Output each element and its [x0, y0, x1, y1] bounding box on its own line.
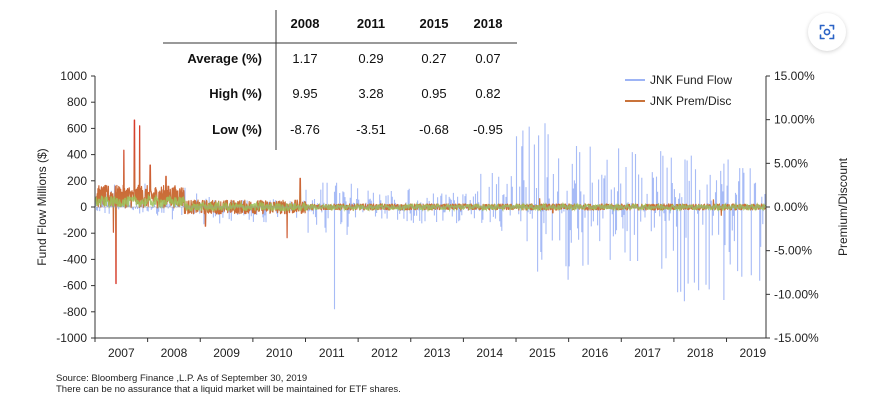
right-tick-label: -5.00% — [774, 244, 812, 258]
legend-label-prem-disc: JNK Prem/Disc — [650, 94, 731, 108]
table-row-label: Average (%) — [187, 51, 262, 66]
table-year-header: 2018 — [474, 16, 503, 31]
table-row-label: High (%) — [209, 86, 262, 101]
left-tick-label: 800 — [67, 95, 87, 109]
table-cell: 3.28 — [358, 86, 383, 101]
legend-label-fund-flow: JNK Fund Flow — [650, 73, 732, 87]
table-cell: 1.17 — [292, 51, 317, 66]
table-year-header: 2011 — [357, 16, 385, 31]
table-cell: 0.82 — [475, 86, 500, 101]
x-tick-label: 2017 — [634, 346, 661, 360]
right-tick-label: 0.00% — [774, 200, 808, 214]
right-tick-label: -10.00% — [774, 287, 819, 301]
x-tick-label: 2014 — [476, 346, 503, 360]
fund-flow-series — [94, 123, 767, 310]
left-tick-label: 200 — [67, 174, 87, 188]
source-text: Source: Bloomberg Finance ,L.P. As of Se… — [56, 373, 308, 384]
x-tick-label: 2016 — [582, 346, 609, 360]
right-tick-label: 15.00% — [774, 69, 815, 83]
left-tick-label: -600 — [63, 279, 87, 293]
x-tick-label: 2008 — [161, 346, 188, 360]
left-axis-title: Fund Flow Millions ($) — [35, 148, 49, 265]
x-tick-label: 2009 — [213, 346, 240, 360]
right-axis-title: Premium/Discount — [836, 157, 850, 256]
table-cell: 0.27 — [421, 51, 446, 66]
table-cell: -0.68 — [419, 122, 449, 137]
table-year-header: 2008 — [291, 16, 320, 31]
left-tick-label: 0 — [80, 200, 87, 214]
left-tick-label: 600 — [67, 121, 87, 135]
legend: JNK Fund Flow JNK Prem/Disc — [625, 73, 732, 108]
fund-flow-bars — [94, 123, 767, 310]
x-tick-label: 2018 — [687, 346, 714, 360]
table-cell: -8.76 — [290, 122, 320, 137]
left-tick-label: 400 — [67, 148, 87, 162]
table-year-header: 2015 — [420, 16, 449, 31]
x-tick-label: 2013 — [424, 346, 451, 360]
left-tick-label: -800 — [63, 305, 87, 319]
left-tick-label: -400 — [63, 252, 87, 266]
disclaimer-text: There can be no assurance that a liquid … — [56, 384, 401, 395]
stats-table: 2008 2011 2015 2018 Average (%) 1.17 0.29 0.27 0… — [163, 10, 517, 150]
source-note: Source: Bloomberg Finance ,L.P. As of Se… — [56, 373, 401, 395]
x-tick-label: 2019 — [739, 346, 766, 360]
prem-disc-series — [95, 119, 767, 285]
x-tick-label: 2011 — [319, 346, 345, 360]
expand-image-button[interactable] — [808, 13, 846, 51]
left-tick-label: 1000 — [60, 69, 87, 83]
x-tick-label: 2012 — [371, 346, 398, 360]
x-tick-label: 2007 — [108, 346, 135, 360]
table-row-label: Low (%) — [212, 122, 262, 137]
chart-axes: 1000 800 600 400 200 0 -200 -400 -600 -800 -1000 15… — [35, 69, 850, 360]
right-tick-label: -15.00% — [774, 331, 819, 345]
right-tick-label: 5.00% — [774, 156, 808, 170]
left-tick-label: -1000 — [56, 331, 87, 345]
x-tick-label: 2010 — [266, 346, 293, 360]
table-cell: 0.07 — [475, 51, 500, 66]
left-tick-label: -200 — [63, 226, 87, 240]
table-cell: 9.95 — [292, 86, 317, 101]
table-cell: -0.95 — [473, 122, 503, 137]
prem-disc-smooth-line — [95, 193, 767, 213]
x-tick-label: 2015 — [529, 346, 556, 360]
right-tick-label: 10.00% — [774, 113, 815, 127]
table-cell: 0.29 — [358, 51, 383, 66]
table-cell: -3.51 — [356, 122, 386, 137]
table-cell: 0.95 — [421, 86, 446, 101]
lens-expand-icon — [819, 24, 835, 40]
